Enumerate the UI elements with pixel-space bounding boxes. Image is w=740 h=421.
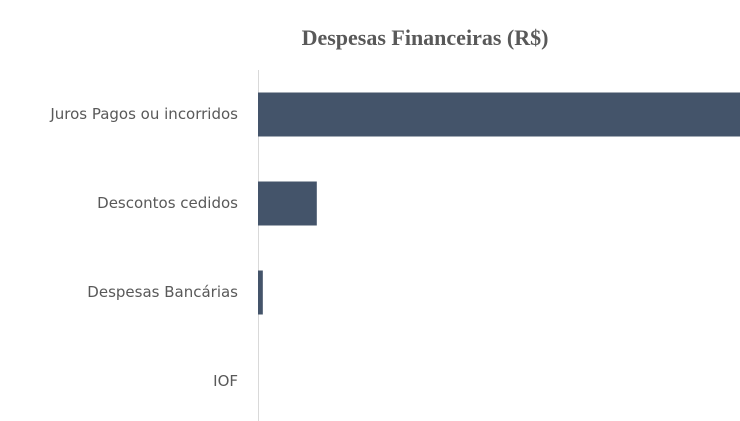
bar <box>258 181 317 226</box>
chart-title: Despesas Financeiras (R$) <box>302 25 549 50</box>
y-tick-label: Despesas Bancárias <box>87 283 238 301</box>
y-tick-label: Descontos cedidos <box>97 194 238 212</box>
bar <box>258 270 263 315</box>
y-tick-label: IOF <box>213 372 238 390</box>
y-tick-label: Juros Pagos ou incorridos <box>49 105 238 123</box>
bar <box>258 92 740 137</box>
